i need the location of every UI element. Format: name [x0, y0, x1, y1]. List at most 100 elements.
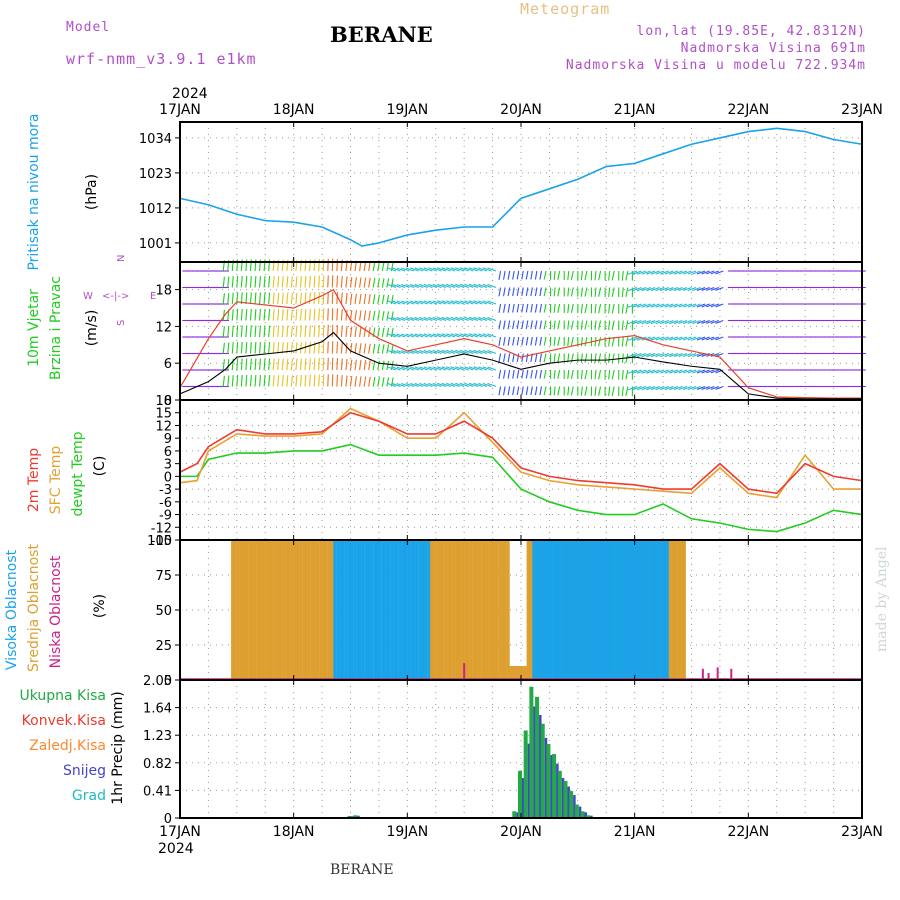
precip-legend-item: Grad — [72, 788, 106, 804]
wind-barb — [512, 386, 515, 396]
snow-bar — [516, 812, 519, 818]
wind-barb — [263, 375, 266, 387]
y-tick-label: -15 — [151, 534, 172, 549]
precip-bar — [552, 754, 557, 818]
wind-barb — [669, 352, 679, 358]
wind-barb — [678, 270, 688, 275]
wind-barb — [387, 283, 397, 289]
dewpoint-axis-title: dewpt Temp — [70, 431, 86, 516]
wind-barb — [580, 353, 583, 363]
wind-barb — [336, 275, 339, 288]
wind-barb — [543, 320, 547, 330]
wind-barb — [391, 300, 401, 305]
wind-barb — [222, 375, 225, 387]
wind-barb — [259, 342, 261, 354]
wind-barb — [249, 325, 252, 338]
wind-barb — [594, 353, 597, 363]
wind-barb — [706, 319, 715, 324]
y-tick-label: 1034 — [139, 132, 172, 147]
wind-barb — [249, 275, 252, 288]
wind-barb — [621, 336, 624, 347]
wind-barb — [557, 386, 561, 396]
x-tick-label-top: 19JAN — [386, 102, 428, 118]
wind-barb — [245, 275, 248, 288]
wind-barb — [268, 276, 271, 288]
wind-barb — [553, 336, 556, 346]
y-tick-label: 25 — [155, 639, 172, 654]
y-tick-label: 3 — [164, 458, 172, 473]
wind-barb — [387, 333, 397, 338]
wind-barb — [621, 270, 624, 281]
wind-barb — [557, 369, 561, 379]
wind-barb — [696, 286, 706, 291]
wind-barb — [459, 316, 469, 322]
wind-barb — [584, 353, 588, 363]
wind-barb — [498, 303, 502, 313]
wind-barb — [539, 270, 543, 280]
snow-bar — [561, 777, 565, 818]
wind-barb — [405, 333, 415, 338]
wind-barb — [268, 309, 271, 321]
wind-barb — [263, 292, 266, 305]
wind-barb — [391, 316, 401, 322]
wind-barb — [345, 325, 348, 338]
x-tick-label-bottom: 18JAN — [273, 824, 315, 840]
wind-barb — [473, 333, 483, 338]
wind-barb — [227, 375, 230, 387]
wind-barb — [553, 320, 556, 330]
y-tick-label: 0 — [164, 470, 172, 485]
wind-barb — [584, 386, 588, 396]
precip-legend-item: Konvek.Kisa — [22, 713, 106, 729]
wind-barb — [594, 386, 597, 396]
wind-barb — [473, 300, 483, 305]
wind-barb — [525, 287, 529, 296]
wind-barb — [236, 325, 239, 338]
wind-barb — [687, 270, 697, 275]
wind-barb — [553, 369, 556, 379]
wind-barb — [625, 336, 629, 347]
wind-barb — [227, 358, 230, 371]
wind-barb — [594, 369, 597, 380]
wind-barb — [641, 336, 651, 341]
wind-barb — [336, 341, 339, 354]
wind-barb — [553, 303, 556, 313]
wind-barb — [715, 336, 724, 341]
wind-barb — [692, 336, 701, 341]
y-tick-label: 15 — [155, 407, 172, 422]
wind-barb — [498, 369, 502, 379]
wind-barb — [636, 286, 647, 292]
wind-barb — [446, 333, 456, 338]
wind-barb — [641, 319, 651, 325]
wind-barb — [503, 287, 506, 297]
wind-barb — [701, 303, 710, 308]
wind-barb — [222, 293, 225, 305]
wind-barb — [322, 308, 325, 321]
wind-barb — [396, 333, 406, 338]
wind-barb — [277, 276, 280, 288]
y-tick-label: 12 — [155, 320, 172, 335]
wind-barb — [570, 287, 574, 297]
wind-barb — [539, 287, 543, 297]
panel-frame-pressure — [179, 121, 863, 263]
wind-barb — [487, 382, 497, 388]
wind-barb — [327, 275, 329, 288]
wind-barb — [710, 369, 719, 374]
wind-barb — [678, 303, 688, 308]
wind-barb — [669, 385, 679, 391]
precip-bar — [574, 804, 579, 818]
wind-barb — [396, 382, 406, 388]
wind-barb — [570, 270, 574, 281]
wind-barb — [401, 366, 410, 371]
wind-barb — [377, 377, 380, 387]
wind-barb — [290, 276, 293, 288]
wind-barb — [632, 286, 642, 292]
wind-barb — [701, 385, 710, 390]
wind-barb — [464, 283, 474, 289]
wind-barb — [299, 309, 302, 321]
wind-barb — [437, 333, 447, 338]
wind-barb — [553, 353, 556, 363]
wind-barb — [516, 369, 520, 379]
wind-barb — [345, 309, 348, 321]
wind-barb — [608, 270, 611, 281]
wind-barb — [715, 319, 724, 324]
